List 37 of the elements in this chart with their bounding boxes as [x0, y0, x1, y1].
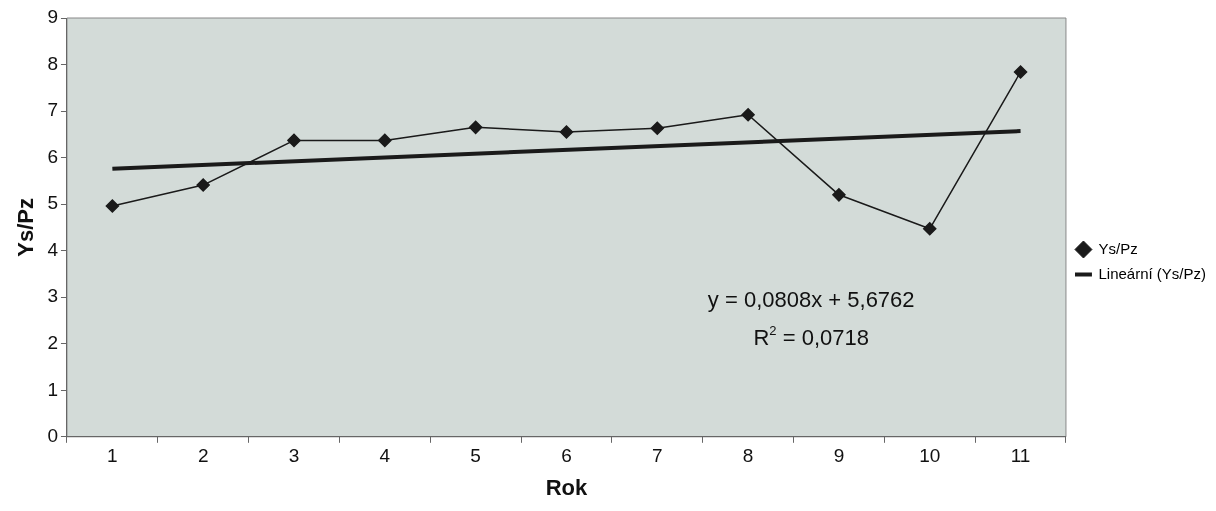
x-tick-label: 7	[651, 445, 663, 467]
y-tick-label: 8	[47, 52, 58, 74]
x-tick-label: 1	[107, 445, 118, 467]
point	[378, 133, 392, 148]
x-tick-label: 8	[742, 445, 754, 467]
point	[650, 121, 665, 136]
x-tick-label: 2	[197, 445, 209, 467]
x-tick-label: 10	[919, 445, 941, 467]
y-tick-label: 0	[47, 425, 58, 447]
x-tick-label: 3	[288, 445, 300, 467]
x-tick-label: 11	[1010, 445, 1031, 467]
y-tick-label: 5	[47, 192, 58, 214]
y-axis-title: Ys/Pz	[13, 198, 39, 257]
x-tick-label: 9	[833, 445, 845, 467]
y-tick-label: 4	[47, 238, 59, 260]
y-tick-label: 6	[47, 145, 58, 167]
point	[287, 133, 301, 148]
x-tick-label: 5	[470, 445, 481, 467]
point	[741, 108, 755, 122]
point	[832, 188, 846, 202]
x-tick-label: 4	[379, 445, 391, 467]
point	[468, 120, 483, 135]
legend-label: Lineární (Ys/Pz)	[1098, 264, 1207, 282]
x-axis-title: Rok	[545, 474, 589, 500]
y-tick-label: 9	[47, 6, 58, 28]
point	[196, 178, 210, 192]
y-tick-label: 3	[47, 285, 58, 307]
y-tick-label: 1	[47, 378, 58, 400]
point	[922, 222, 937, 236]
y-tick-label: 7	[47, 99, 58, 121]
legend-label: Ys/Pz	[1098, 239, 1138, 257]
point	[1013, 65, 1028, 79]
point	[559, 125, 574, 139]
x-tick-label: 6	[561, 445, 572, 467]
annotation: y = 0,0808x + 5,6762	[707, 287, 915, 313]
y-tick-label: 2	[47, 331, 58, 353]
point	[105, 199, 120, 213]
